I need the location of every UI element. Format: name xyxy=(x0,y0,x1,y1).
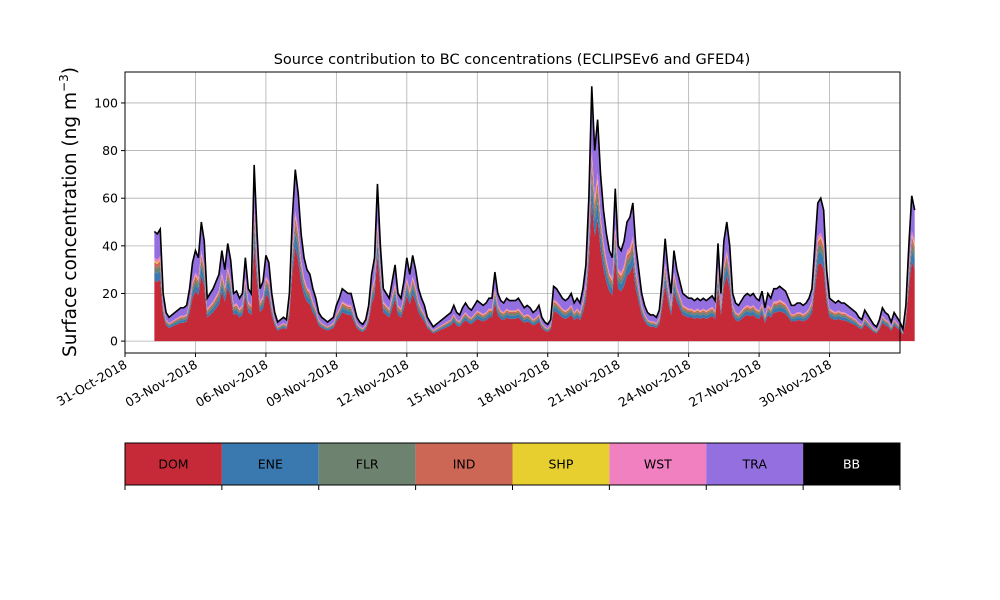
y-tick-label: 40 xyxy=(102,238,118,253)
legend-swatch-flr xyxy=(318,443,416,485)
y-axis-label-close: ) xyxy=(60,67,81,74)
legend-swatch-ene xyxy=(221,443,319,485)
legend-swatch-wst xyxy=(609,443,707,485)
x-tick-label: 21-Nov-2018 xyxy=(545,357,623,410)
legend-label-wst: WST xyxy=(644,457,672,472)
legend-swatch-bb xyxy=(803,443,900,485)
legend-label-tra: TRA xyxy=(742,457,768,472)
plot-frame xyxy=(124,71,901,354)
legend-swatch-tra xyxy=(706,443,804,485)
total-line-path xyxy=(153,86,916,333)
x-tick-label: 18-Nov-2018 xyxy=(475,357,553,410)
x-tick-label: 30-Nov-2018 xyxy=(757,357,835,410)
legend-label-bb: BB xyxy=(843,457,860,472)
x-tick-label: 15-Nov-2018 xyxy=(404,357,482,410)
y-tick-label: 60 xyxy=(102,191,118,206)
y-axis-label-sup: −3 xyxy=(57,74,71,92)
total-line xyxy=(153,86,916,333)
legend-swatch-shp xyxy=(512,443,610,485)
area-tra xyxy=(154,86,915,333)
y-tick-label: 80 xyxy=(102,143,118,158)
x-tick-label: 27-Nov-2018 xyxy=(686,357,764,410)
chart-title: Source contribution to BC concentrations… xyxy=(274,52,751,68)
y-tick-label: 100 xyxy=(94,95,118,110)
legend-label-ind: IND xyxy=(453,457,476,472)
legend-label-shp: SHP xyxy=(549,457,574,472)
x-tick-label: 24-Nov-2018 xyxy=(616,357,694,410)
legend-swatch-dom xyxy=(125,443,222,485)
y-tick-label: 0 xyxy=(110,334,118,349)
legend: DOM ENE FLR IND SHP WST TRA BB xyxy=(124,442,901,490)
x-tick-label: 06-Nov-2018 xyxy=(193,357,271,410)
stacked-areas xyxy=(154,86,915,342)
area-dom xyxy=(154,200,915,342)
legend-label-dom: DOM xyxy=(158,457,188,472)
x-tick-label: 03-Nov-2018 xyxy=(122,357,200,410)
svg-text:Surface concentration (ng m−3): Surface concentration (ng m−3) xyxy=(57,67,81,357)
y-axis-label: Surface concentration (ng m−3) xyxy=(57,67,81,357)
x-tick-label: 31-Oct-2018 xyxy=(54,357,130,409)
x-tick-label: 12-Nov-2018 xyxy=(334,357,412,410)
legend-label-flr: FLR xyxy=(356,457,379,472)
y-axis-label-main: Surface concentration (ng m xyxy=(60,92,81,357)
y-tick-label: 20 xyxy=(102,286,118,301)
legend-label-ene: ENE xyxy=(258,457,283,472)
legend-swatch-ind xyxy=(415,443,513,485)
x-tick-label: 09-Nov-2018 xyxy=(263,357,341,410)
